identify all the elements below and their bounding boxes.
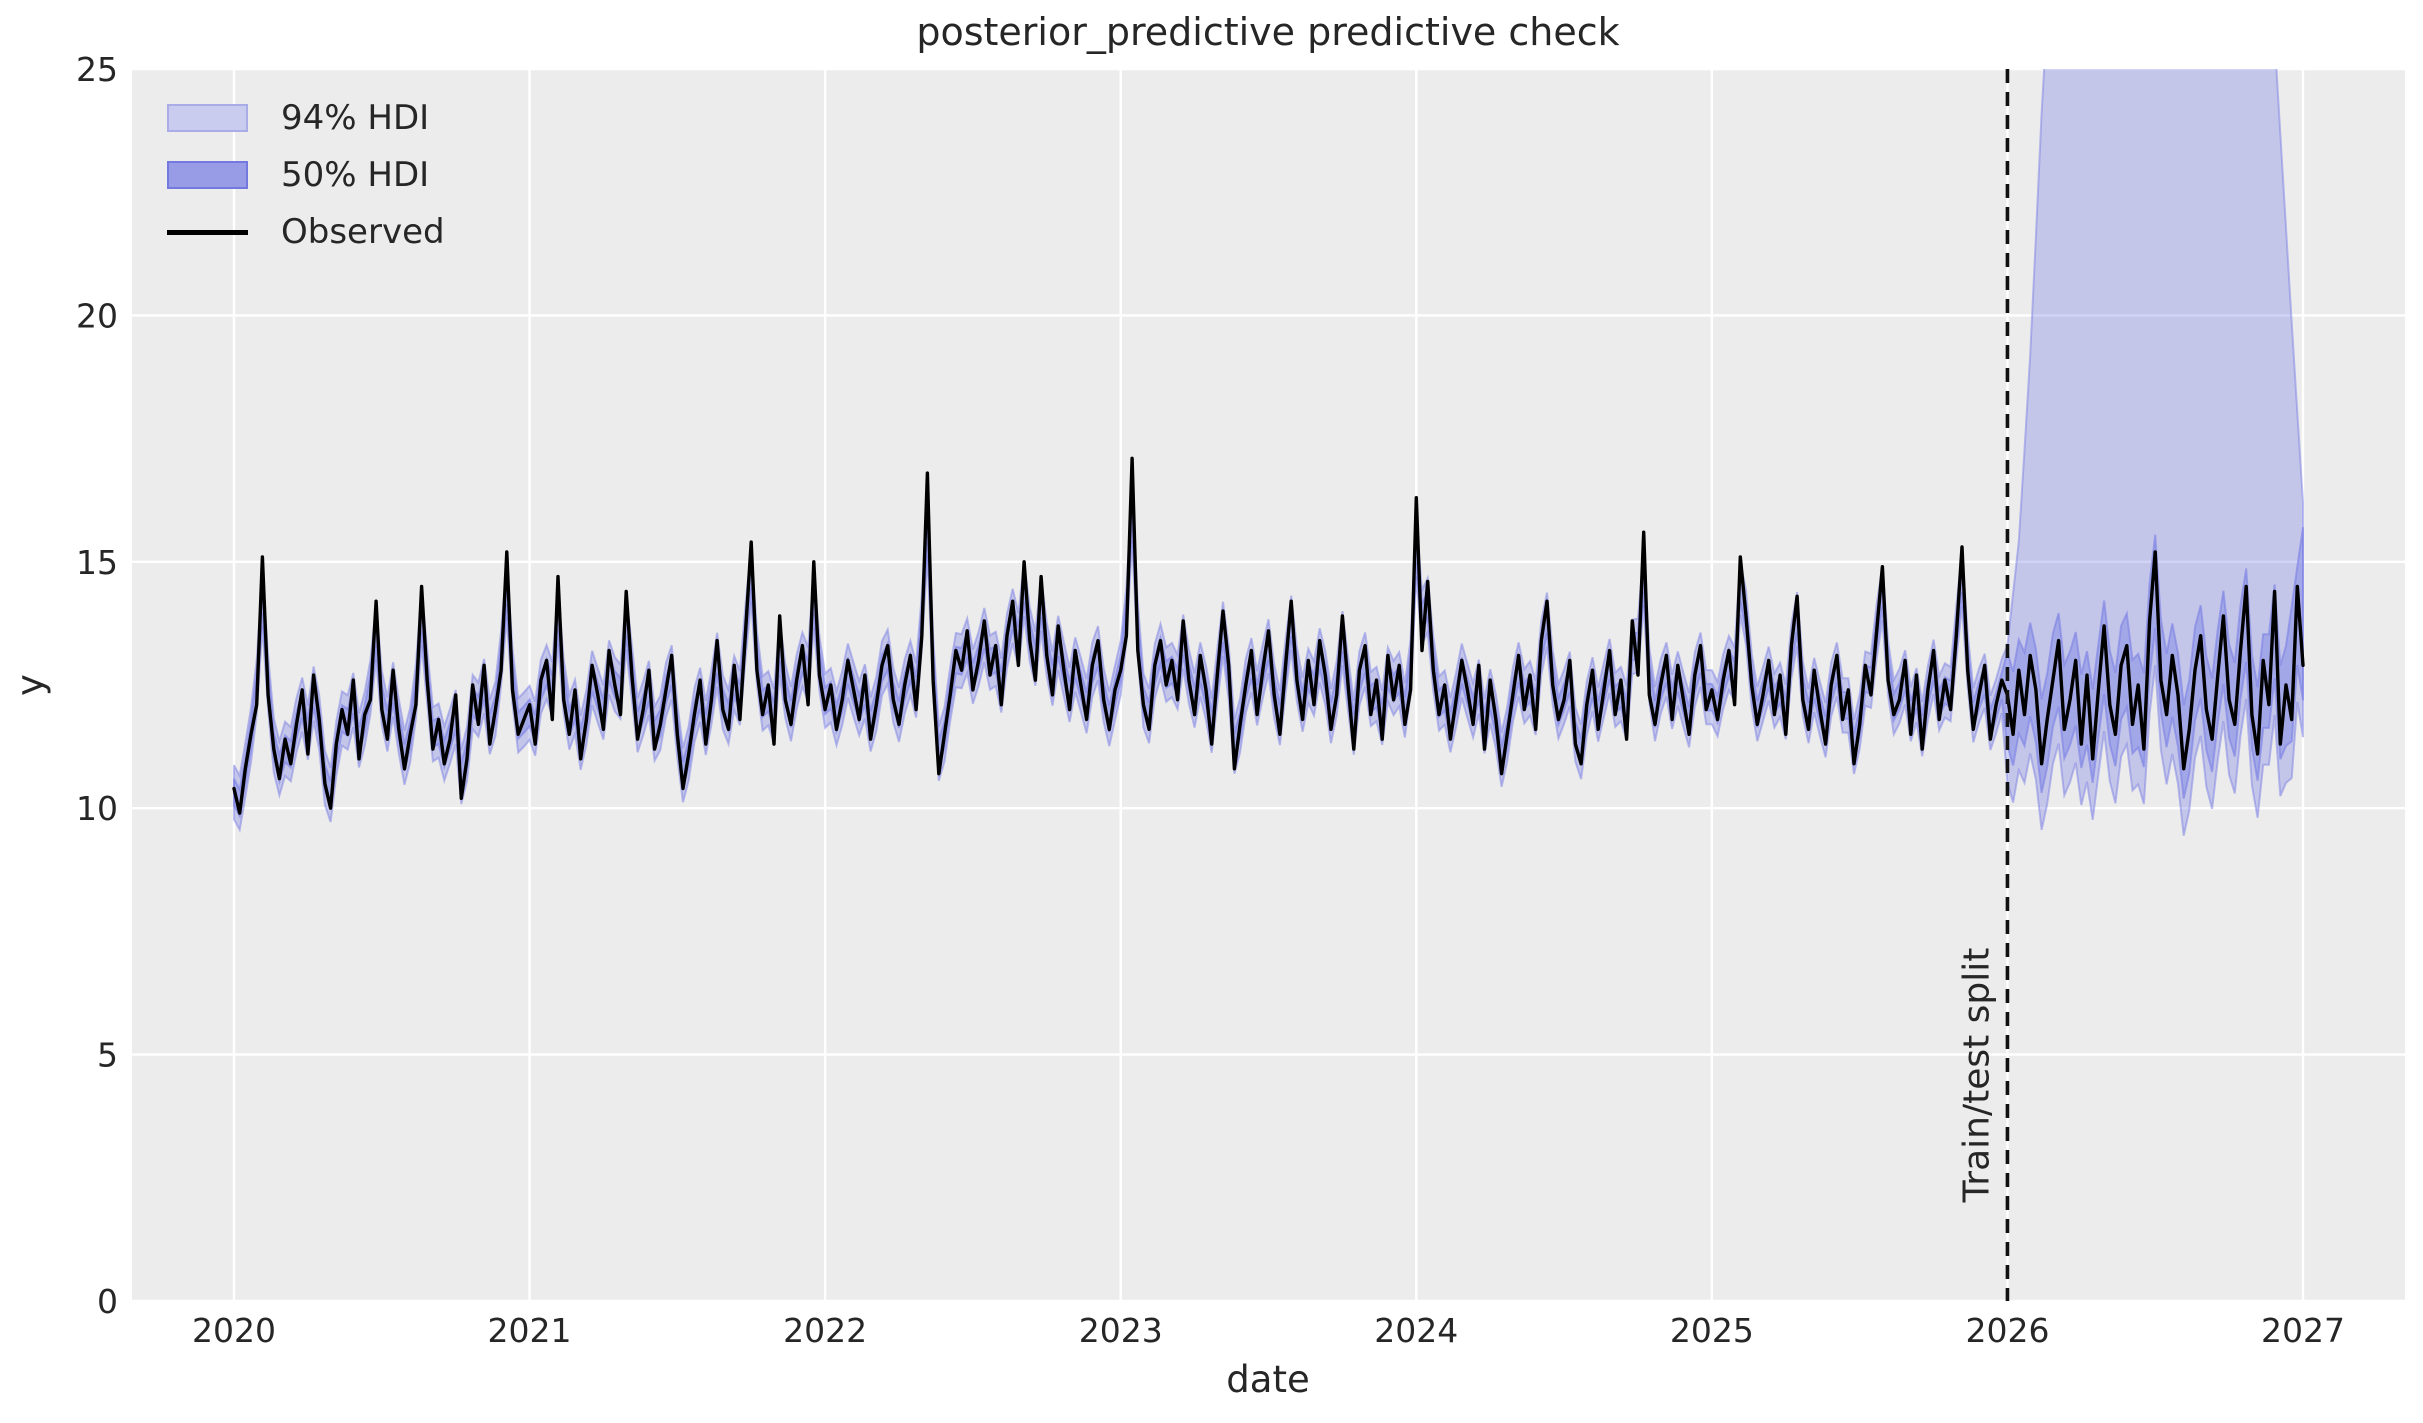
hdi94-swatch (167, 104, 248, 132)
y-tick-label-15: 15 (76, 543, 118, 582)
x-tick-label-2027: 2027 (2261, 1311, 2345, 1350)
legend-item-50-hdi: 50% HDI (167, 153, 445, 197)
legend-label-50-hdi: 50% HDI (281, 155, 430, 195)
hdi50-swatch (167, 161, 248, 189)
x-tick-label-2025: 2025 (1670, 1311, 1754, 1350)
y-tick-label-0: 0 (97, 1282, 118, 1321)
y-axis-label: y (8, 674, 52, 696)
x-tick-label-2022: 2022 (783, 1311, 867, 1350)
x-tick-label-2024: 2024 (1374, 1311, 1458, 1350)
x-axis-label: date (1226, 1358, 1310, 1401)
legend-label-94-hdi: 94% HDI (281, 98, 430, 138)
observed-line-swatch (167, 229, 248, 235)
legend: 94% HDI 50% HDI Observed (167, 96, 445, 254)
x-tick-label-2020: 2020 (192, 1311, 276, 1350)
legend-label-observed: Observed (281, 212, 445, 252)
x-tick-label-2026: 2026 (1965, 1311, 2049, 1350)
y-tick-label-5: 5 (97, 1036, 118, 1075)
y-tick-label-20: 20 (76, 296, 118, 335)
chart-title: posterior_predictive predictive check (916, 10, 1620, 54)
y-tick-label-25: 25 (76, 50, 118, 89)
train-test-split-label: Train/test split (1956, 947, 1998, 1203)
x-tick-label-2021: 2021 (488, 1311, 572, 1350)
x-tick-label-2023: 2023 (1079, 1311, 1163, 1350)
legend-item-94-hdi: 94% HDI (167, 96, 445, 140)
legend-item-observed: Observed (167, 210, 445, 254)
y-tick-label-10: 10 (76, 789, 118, 828)
observed-line (232, 456, 2305, 815)
